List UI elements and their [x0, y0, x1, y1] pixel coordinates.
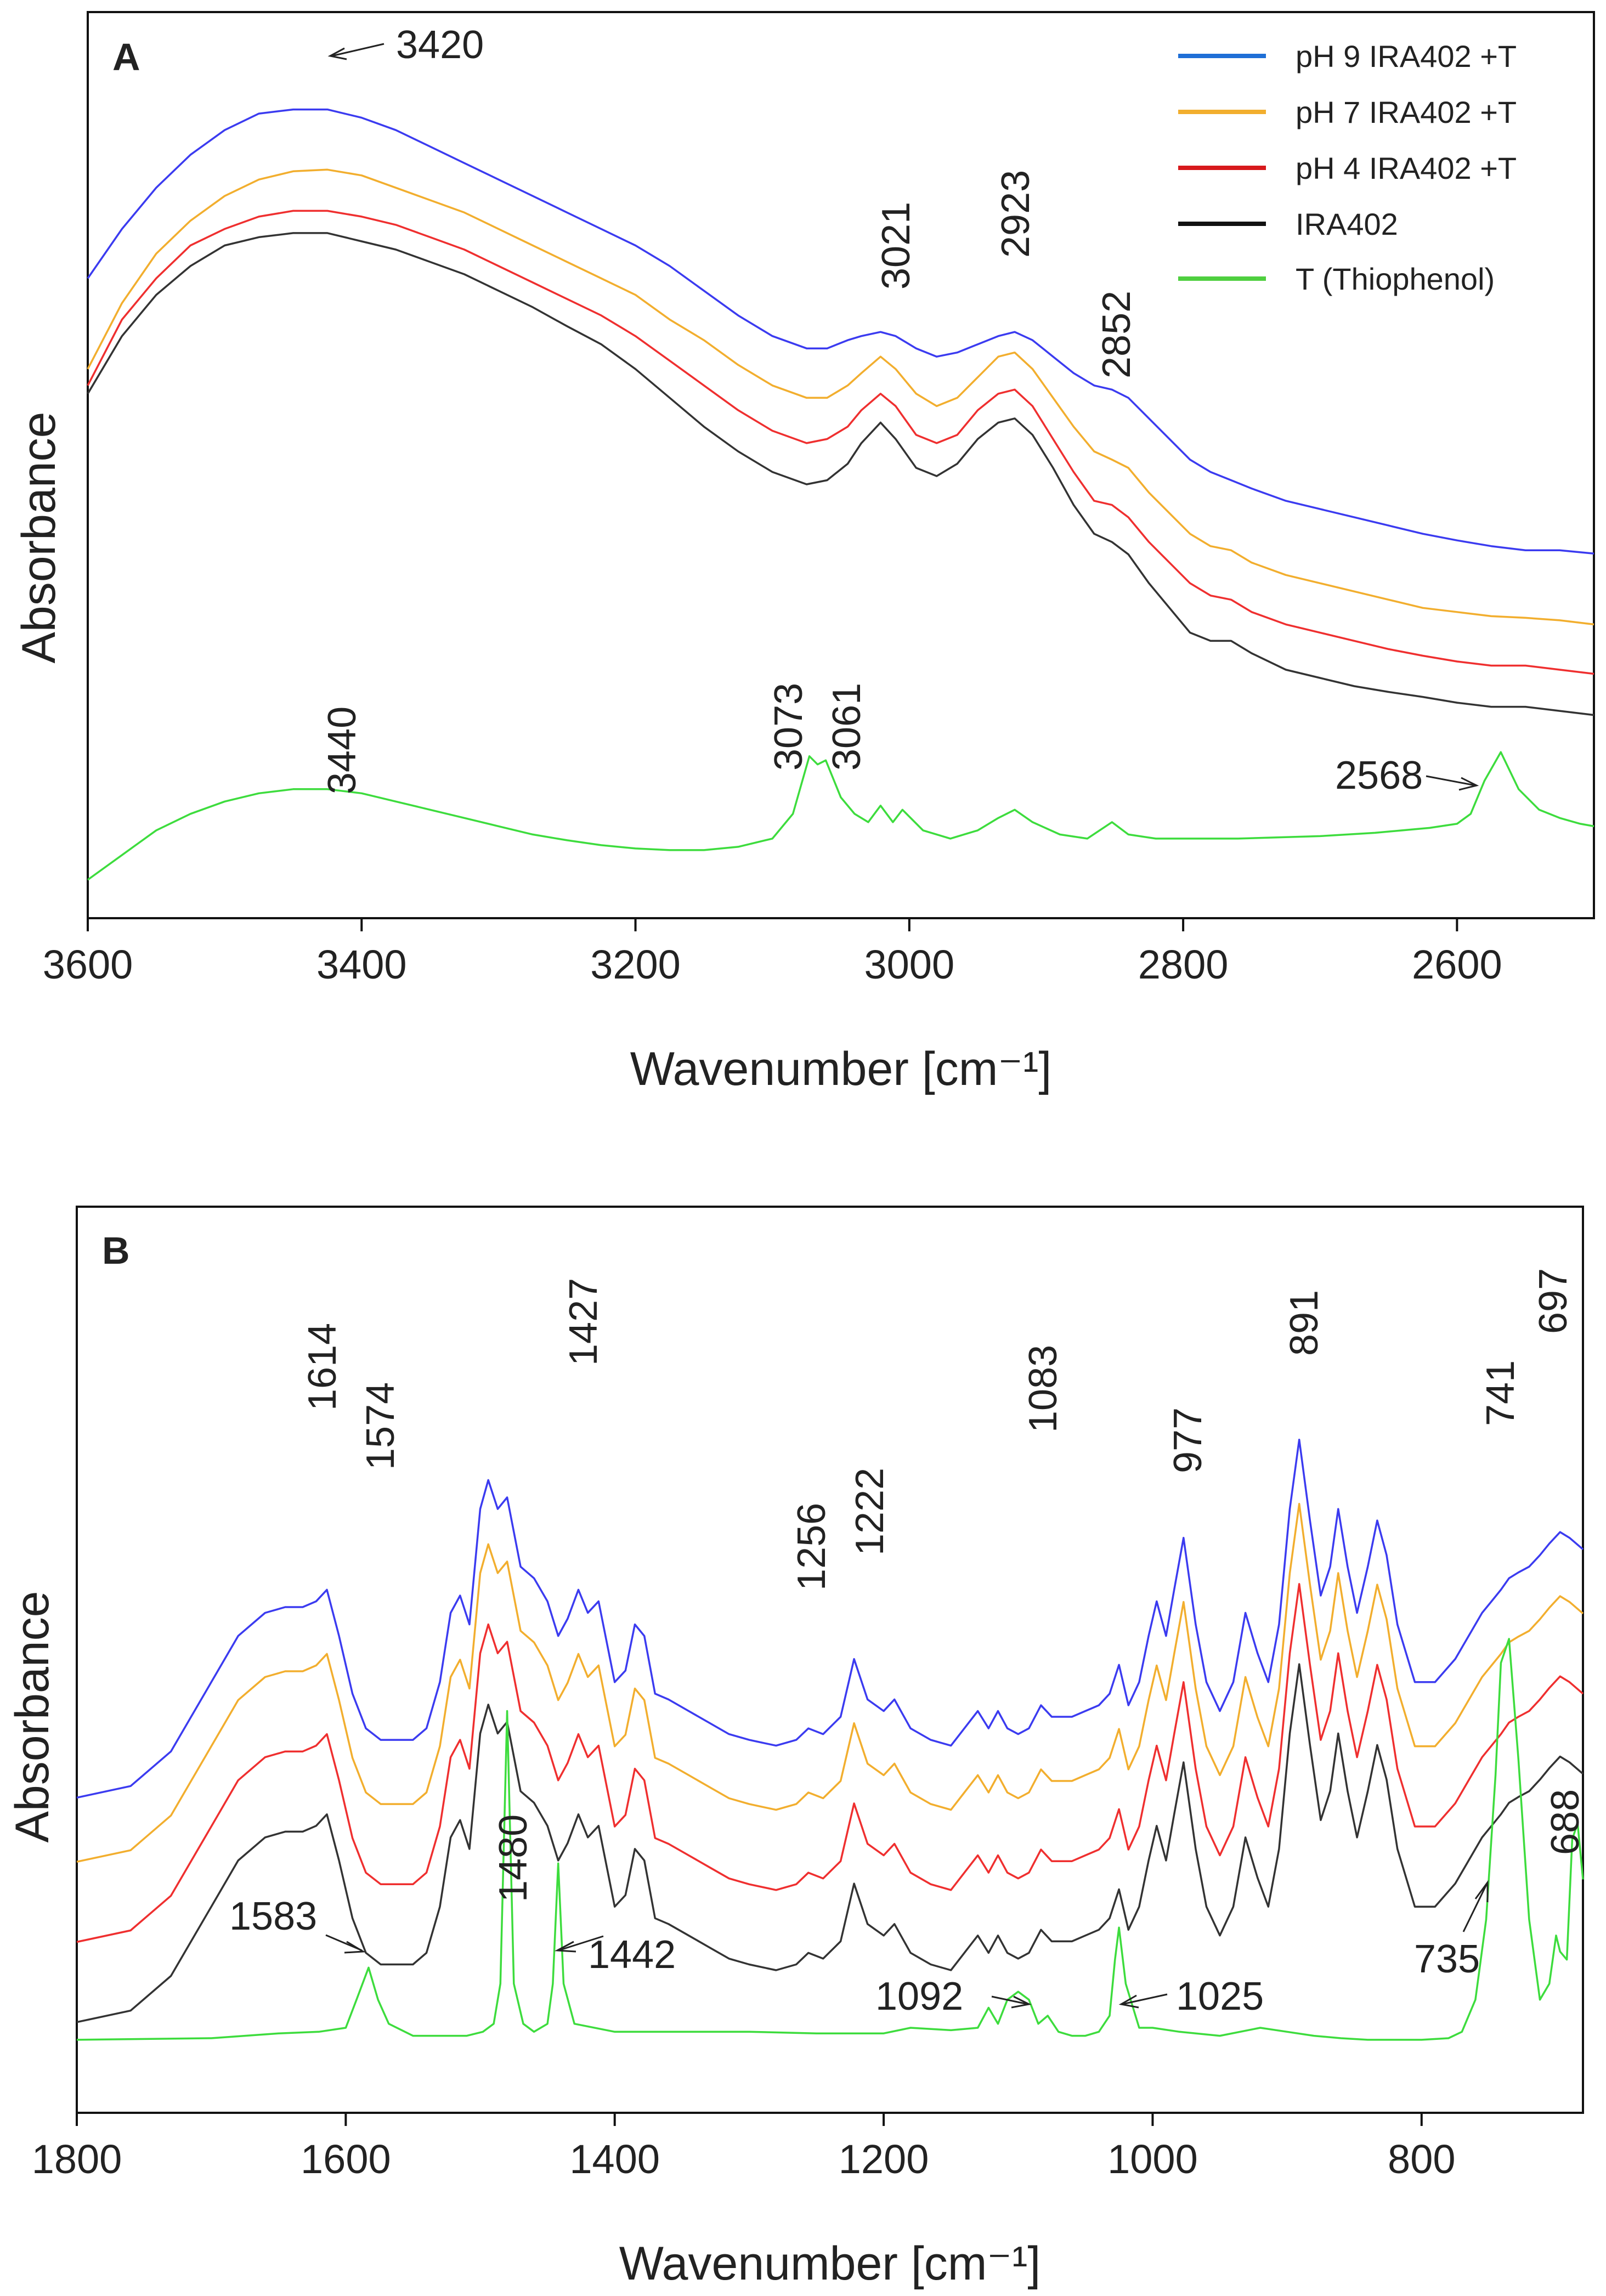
peak-label-3073: 3073 [767, 683, 811, 771]
panel-a-legend: pH 9 IRA402 +T pH 7 IRA402 +T pH 4 IRA40… [1178, 39, 1517, 296]
panel-b-y-label: Absorbance [6, 1591, 59, 1843]
peak-arrow-1092 [991, 1995, 1028, 2005]
peak-label-1427: 1427 [562, 1278, 606, 1366]
peak-label-3021: 3021 [874, 202, 918, 290]
series-line-a-ph-7-ira402-t [87, 168, 1594, 626]
legend-label-ph9: pH 9 IRA402 +T [1296, 39, 1517, 73]
x-tick-label-a-3200: 3200 [590, 942, 681, 987]
peak-label-741: 741 [1479, 1360, 1523, 1426]
series-line-a-ph-4-ira402-t [87, 210, 1594, 675]
series-line-b-ph-7-ira402-t [76, 1502, 1584, 1863]
peak-arrow-1025 [1122, 1993, 1168, 2005]
x-tick-label-b-800: 800 [1388, 2136, 1455, 2182]
peak-arrowhead-1025 [1118, 1994, 1139, 2009]
x-tick-label-b-1600: 1600 [301, 2136, 391, 2182]
peak-label-1025: 1025 [1176, 1975, 1264, 2018]
peak-arrowhead-2568 [1458, 777, 1479, 791]
peak-label-1442: 1442 [588, 1933, 676, 1977]
x-tick-label-a-3600: 3600 [43, 942, 133, 987]
peak-label-3440: 3440 [320, 706, 364, 794]
peak-label-3420: 3420 [396, 23, 484, 67]
legend-label-ira402: IRA402 [1296, 207, 1398, 241]
peak-arrowhead-735 [1474, 1880, 1489, 1902]
peak-arrowhead-1092 [1011, 1995, 1032, 2009]
panel-b-curves [76, 1438, 1584, 2041]
legend-label-ph4: pH 4 IRA402 +T [1296, 151, 1517, 185]
panel-b-x-label: Wavenumber [cm⁻¹] [619, 2237, 1041, 2290]
panel-a-letter: A [112, 36, 140, 78]
peak-arrowhead-1442 [554, 1941, 576, 1953]
panel-a-annotations: 3420 3021 2923 2852 3440 3073 3061 2568 [320, 23, 1479, 798]
peak-arrow-735 [1462, 1884, 1488, 1932]
peak-label-2852: 2852 [1095, 291, 1139, 378]
peak-arrowhead-1583 [344, 1941, 366, 1954]
peak-label-1574: 1574 [359, 1382, 403, 1470]
series-line-a-t-thiophenol [87, 751, 1594, 881]
panel-b: B 1800 1600 1400 1200 1000 800 Wavenumber [cm… [6, 1206, 1587, 2290]
series-line-a-ph-9-ira402-t [87, 108, 1594, 555]
x-tick-label-b-1800: 1800 [32, 2136, 122, 2182]
legend-label-ph7: pH 7 IRA402 +T [1296, 95, 1517, 129]
series-line-b-ph-9-ira402-t [76, 1438, 1584, 1799]
panel-b-x-ticks: 1800 1600 1400 1200 1000 800 [32, 2113, 1456, 2182]
peak-label-2923: 2923 [994, 170, 1038, 258]
peak-label-1583: 1583 [229, 1895, 317, 1938]
series-line-b-ph-4-ira402-t [76, 1583, 1584, 1943]
x-tick-label-a-2600: 2600 [1412, 942, 1502, 987]
panel-a: A 3600 3400 3200 3000 2800 2600 Wavenumber [c… [13, 11, 1595, 1095]
panel-a-curves [87, 108, 1594, 881]
panel-b-annotations: 1614 1574 1427 1256 1222 1083 977 891 74… [229, 1268, 1587, 2018]
peak-label-3061: 3061 [825, 683, 869, 771]
panel-b-letter: B [102, 1229, 130, 1272]
panel-a-x-ticks: 3600 3400 3200 3000 2800 2600 [43, 918, 1502, 987]
peak-label-977: 977 [1166, 1407, 1210, 1473]
peak-label-2568: 2568 [1335, 754, 1423, 798]
series-line-b-t-thiophenol [76, 1638, 1584, 2041]
x-tick-label-a-2800: 2800 [1138, 942, 1229, 987]
peak-arrow-3420 [331, 43, 384, 57]
panel-a-y-label: Absorbance [13, 412, 65, 664]
peak-label-1614: 1614 [301, 1323, 344, 1411]
peak-label-1092: 1092 [875, 1975, 963, 2018]
peak-label-735: 735 [1414, 1937, 1480, 1981]
peak-label-697: 697 [1531, 1268, 1575, 1334]
legend-label-thiophenol: T (Thiophenol) [1296, 262, 1495, 296]
panel-a-x-label: Wavenumber [cm⁻¹] [630, 1043, 1052, 1095]
peak-label-1256: 1256 [790, 1503, 834, 1591]
x-tick-label-b-1200: 1200 [839, 2136, 929, 2182]
panel-b-frame [76, 1206, 1584, 2114]
series-line-b-ira402 [76, 1663, 1584, 2023]
peak-label-1222: 1222 [848, 1468, 892, 1556]
peak-label-891: 891 [1282, 1290, 1326, 1356]
peak-label-1480: 1480 [491, 1814, 535, 1902]
peak-label-1083: 1083 [1021, 1345, 1065, 1433]
peak-label-688: 688 [1543, 1789, 1587, 1855]
peak-arrow-2568 [1426, 775, 1476, 787]
panel-a-frame [87, 11, 1595, 919]
peak-arrowhead-3420 [327, 47, 347, 60]
x-tick-label-b-1000: 1000 [1107, 2136, 1198, 2182]
x-tick-label-a-3000: 3000 [864, 942, 955, 987]
x-tick-label-a-3400: 3400 [316, 942, 407, 987]
x-tick-label-b-1400: 1400 [569, 2136, 660, 2182]
peak-arrow-1442 [558, 1935, 604, 1952]
series-line-a-ira402 [87, 232, 1594, 716]
